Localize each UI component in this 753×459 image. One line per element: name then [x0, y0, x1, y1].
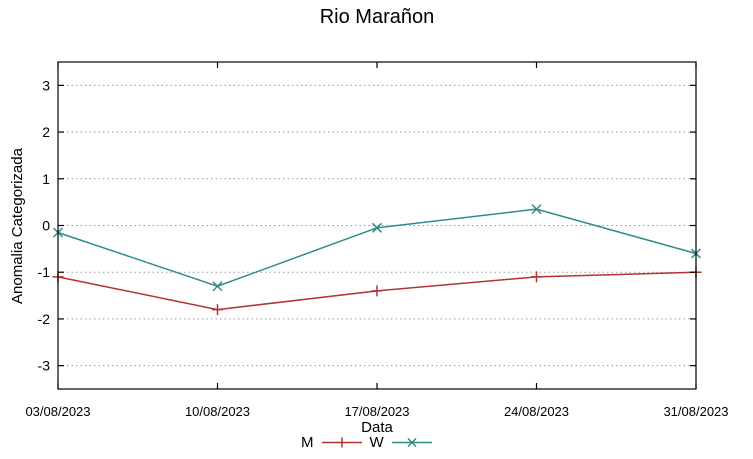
y-tick-label-3: 3	[42, 77, 50, 93]
marker-M-10/08/2023	[212, 304, 223, 316]
chart-title: Rio Marañon	[319, 6, 435, 28]
y-tick-label--3: -3	[38, 358, 51, 374]
y-tick-label-1: 1	[42, 171, 50, 187]
x-tick-label-2: 17/08/2023	[344, 404, 409, 419]
marker-W-10/08/2023	[212, 281, 223, 292]
y-tick-label--1: -1	[38, 264, 51, 280]
y-tick-label-2: 2	[42, 124, 50, 140]
x-tick-label-1: 10/08/2023	[185, 404, 250, 419]
y-tick-label--2: -2	[38, 311, 51, 327]
y-axis-label: Anomalia Categorizada	[9, 148, 26, 304]
marker-W-17/08/2023	[371, 222, 383, 233]
x-tick-label-3: 24/08/2023	[504, 404, 569, 419]
legend-sample-line-w	[391, 437, 432, 448]
y-tick-label-0: 0	[42, 218, 50, 234]
legend: M W	[301, 434, 433, 451]
marker-W-24/08/2023	[531, 204, 542, 215]
legend-label-series-w: W	[369, 434, 384, 451]
legend-sample-line-m	[321, 437, 362, 448]
marker-M-24/08/2023	[531, 271, 542, 283]
x-axis-label: Data	[361, 419, 393, 436]
legend-label-series-m: M	[301, 434, 314, 451]
x-tick-label-0: 03/08/2023	[25, 404, 90, 419]
marker-M-17/08/2023	[371, 285, 383, 297]
x-tick-label-4: 31/08/2023	[663, 404, 728, 419]
